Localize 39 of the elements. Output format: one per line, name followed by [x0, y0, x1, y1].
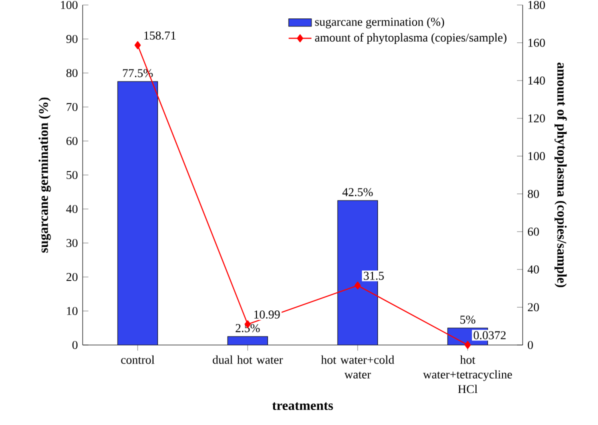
y-tick-label: 40: [66, 204, 78, 214]
data-label: 10.99: [254, 310, 280, 319]
x-tick-label: dual hot water: [212, 355, 283, 364]
y2-tick-label: 80: [528, 190, 539, 198]
y-tick-label: 20: [66, 272, 78, 282]
y-tick-label: 70: [66, 102, 78, 112]
data-label: 42.5%: [342, 188, 373, 196]
data-label: 5%: [460, 316, 476, 324]
y2-tick-label: 60: [528, 228, 539, 236]
x-tick-label: hot water+cold water: [321, 355, 394, 379]
y-tick-label: 60: [66, 136, 78, 146]
y-tick-label: 10: [67, 306, 78, 316]
y2-tick-label: 40: [528, 265, 539, 274]
y2-tick-label: 120: [528, 114, 545, 122]
y-tick-label: 50: [66, 170, 78, 180]
y2-tick-label: 100: [528, 152, 545, 160]
y-tick-label: 0: [72, 340, 78, 350]
y2-tick-label: 160: [528, 38, 545, 47]
y2-tick-label: 0: [528, 340, 533, 350]
data-label: 0.0372: [474, 331, 506, 340]
y2-tick-label: 140: [528, 76, 545, 85]
x-tick-label: control: [121, 355, 154, 364]
y-axis-title: sugarcane germination (%): [38, 98, 51, 253]
point: [134, 41, 141, 50]
x-tick-label: hot water+tetracycline HCl: [423, 355, 512, 394]
y2-tick-label: 20: [528, 303, 539, 312]
x-axis-title: treatments: [272, 402, 333, 410]
data-label: 31.5: [364, 272, 384, 280]
y-tick-label: 100: [61, 0, 78, 10]
y-tick-label: 80: [66, 68, 78, 78]
data-label: 158.71: [144, 31, 176, 40]
y2-axis-title: amount of phytoplasma (copies/sample): [554, 62, 567, 288]
y2-tick-label: 180: [528, 0, 545, 10]
point: [354, 281, 361, 290]
y-tick-label: 30: [66, 238, 78, 248]
y-tick-label: 90: [66, 34, 78, 44]
legend-label: amount of phytoplasma (copies/sample): [315, 33, 506, 44]
point: [464, 340, 471, 349]
legend-label: sugarcane germination (%): [315, 17, 444, 28]
